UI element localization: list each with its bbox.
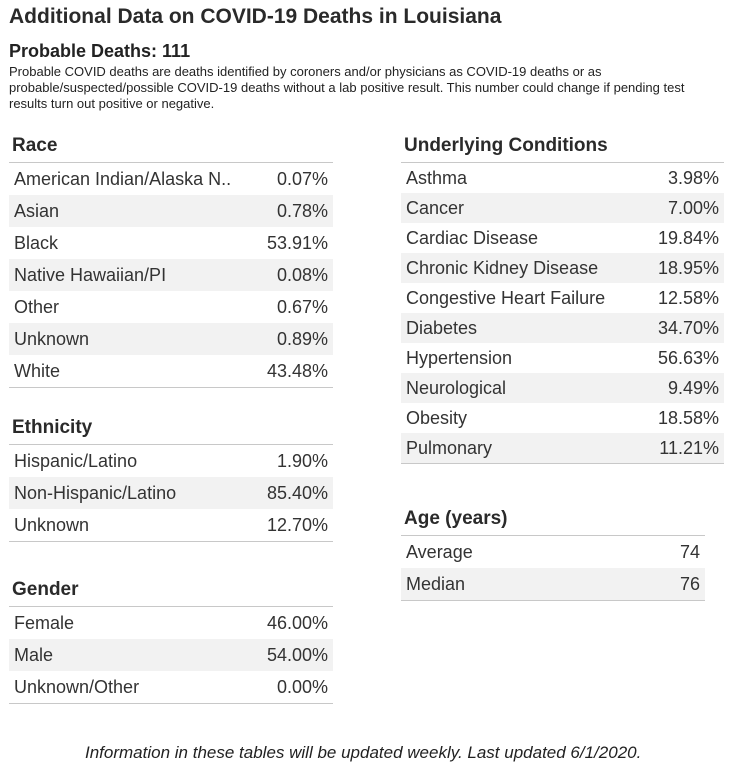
- row-label: Obesity: [406, 407, 468, 428]
- row-label: Pulmonary: [406, 437, 493, 458]
- row-value: 3.98%: [667, 167, 719, 188]
- row-value: 0.07%: [276, 168, 328, 189]
- table-row: Chronic Kidney Disease 18.95%: [401, 253, 724, 283]
- gender-heading: Gender: [9, 574, 333, 607]
- row-label: Cardiac Disease: [406, 227, 539, 248]
- row-value: 85.40%: [266, 482, 328, 503]
- conditions-heading: Underlying Conditions: [401, 130, 724, 163]
- row-value: 0.78%: [276, 200, 328, 221]
- row-label: Male: [14, 644, 54, 665]
- row-label: Diabetes: [406, 317, 478, 338]
- table-row: Unknown/Other 0.00%: [9, 671, 333, 703]
- table-row: Cardiac Disease 19.84%: [401, 223, 724, 253]
- table-row: Diabetes 34.70%: [401, 313, 724, 343]
- race-section: Race American Indian/Alaska N.. 0.07% Asi…: [9, 130, 333, 388]
- row-value: 19.84%: [657, 227, 719, 248]
- ethnicity-table: Hispanic/Latino 1.90% Non-Hispanic/Latino…: [9, 445, 333, 542]
- page-title: Additional Data on COVID-19 Deaths in Lo…: [9, 5, 502, 28]
- row-value: 0.00%: [276, 676, 328, 697]
- row-label: Hispanic/Latino: [14, 450, 138, 471]
- row-value: 18.58%: [657, 407, 719, 428]
- row-label: Black: [14, 232, 59, 253]
- row-value: 0.08%: [276, 264, 328, 285]
- table-row: Black 53.91%: [9, 227, 333, 259]
- row-value: 18.95%: [657, 257, 719, 278]
- race-table: American Indian/Alaska N.. 0.07% Asian 0.7…: [9, 163, 333, 388]
- row-label: Neurological: [406, 377, 507, 398]
- table-row: Other 0.67%: [9, 291, 333, 323]
- row-label: Cancer: [406, 197, 465, 218]
- table-row: Unknown 12.70%: [9, 509, 333, 541]
- table-row: Native Hawaiian/PI 0.08%: [9, 259, 333, 291]
- table-row: Congestive Heart Failure 12.58%: [401, 283, 724, 313]
- gender-section: Gender Female 46.00% Male 54.00% Unknown/O…: [9, 574, 333, 704]
- row-label: Non-Hispanic/Latino: [14, 482, 177, 503]
- age-section: Age (years) Average 74 Median 76: [401, 503, 705, 601]
- row-label: Median: [406, 573, 466, 594]
- table-row: Asthma 3.98%: [401, 163, 724, 193]
- ethnicity-section: Ethnicity Hispanic/Latino 1.90% Non-Hispa…: [9, 412, 333, 542]
- row-label: Unknown: [14, 514, 90, 535]
- table-row: Non-Hispanic/Latino 85.40%: [9, 477, 333, 509]
- row-label: Congestive Heart Failure: [406, 287, 606, 308]
- row-value: 46.00%: [266, 612, 328, 633]
- row-value: 0.67%: [276, 296, 328, 317]
- row-value: 76: [679, 573, 700, 594]
- gender-table: Female 46.00% Male 54.00% Unknown/Other 0.0…: [9, 607, 333, 704]
- update-note: Information in these tables will be upda…: [85, 743, 642, 762]
- row-label: Other: [14, 296, 60, 317]
- ethnicity-heading: Ethnicity: [9, 412, 333, 445]
- row-label: Female: [14, 612, 75, 633]
- row-value: 7.00%: [667, 197, 719, 218]
- row-value: 12.70%: [266, 514, 328, 535]
- row-value: 53.91%: [266, 232, 328, 253]
- table-row: White 43.48%: [9, 355, 333, 387]
- row-value: 43.48%: [266, 360, 328, 381]
- row-label: Unknown/Other: [14, 676, 140, 697]
- table-row: American Indian/Alaska N.. 0.07%: [9, 163, 333, 195]
- row-value: 56.63%: [657, 347, 719, 368]
- row-label: American Indian/Alaska N..: [14, 168, 232, 189]
- table-row: Unknown 0.89%: [9, 323, 333, 355]
- table-row: Asian 0.78%: [9, 195, 333, 227]
- row-label: Hypertension: [406, 347, 513, 368]
- table-row: Male 54.00%: [9, 639, 333, 671]
- row-label: Chronic Kidney Disease: [406, 257, 599, 278]
- age-table: Average 74 Median 76: [401, 536, 705, 601]
- table-row: Hispanic/Latino 1.90%: [9, 445, 333, 477]
- conditions-table: Asthma 3.98% Cancer 7.00% Cardiac Disease 1…: [401, 163, 724, 464]
- row-label: Native Hawaiian/PI: [14, 264, 167, 285]
- table-row: Obesity 18.58%: [401, 403, 724, 433]
- row-value: 12.58%: [657, 287, 719, 308]
- row-value: 74: [679, 541, 700, 562]
- table-row: Median 76: [401, 568, 705, 600]
- row-value: 54.00%: [266, 644, 328, 665]
- row-label: Unknown: [14, 328, 90, 349]
- row-label: White: [14, 360, 61, 381]
- table-row: Neurological 9.49%: [401, 373, 724, 403]
- probable-deaths-heading: Probable Deaths: 111: [9, 41, 191, 61]
- row-label: Asthma: [406, 167, 468, 188]
- row-value: 0.89%: [276, 328, 328, 349]
- table-row: Average 74: [401, 536, 705, 568]
- row-label: Average: [406, 541, 473, 562]
- row-value: 1.90%: [276, 450, 328, 471]
- row-value: 9.49%: [667, 377, 719, 398]
- conditions-section: Underlying Conditions Asthma 3.98% Cancer…: [401, 130, 724, 464]
- row-value: 34.70%: [657, 317, 719, 338]
- age-heading: Age (years): [401, 503, 705, 536]
- race-heading: Race: [9, 130, 333, 163]
- table-row: Cancer 7.00%: [401, 193, 724, 223]
- row-label: Asian: [14, 200, 60, 221]
- probable-deaths-note: Probable COVID deaths are deaths identif…: [9, 64, 685, 111]
- row-value: 11.21%: [659, 437, 719, 458]
- table-row: Pulmonary 11.21%: [401, 433, 724, 463]
- table-row: Female 46.00%: [9, 607, 333, 639]
- table-row: Hypertension 56.63%: [401, 343, 724, 373]
